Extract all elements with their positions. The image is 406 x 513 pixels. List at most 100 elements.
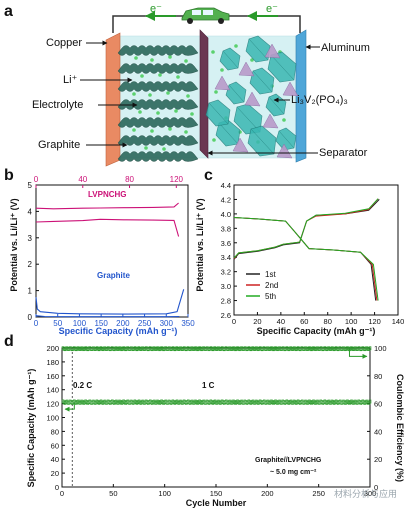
y-tick-label: 3.0 (221, 282, 231, 291)
y-left-tick-label: 200 (46, 344, 59, 353)
arrow-to-right-axis (348, 348, 368, 359)
li-ion-dot (250, 58, 254, 62)
chart-d-ylabel-right: Coulombic Efficiency (%) (395, 374, 405, 482)
y-left-tick-label: 60 (51, 441, 59, 450)
li-ion-dot (150, 129, 154, 133)
li-ion-dot (162, 147, 166, 151)
li-ion-dot (150, 58, 154, 62)
panel-label-d: d (4, 333, 14, 350)
data-point (368, 399, 372, 404)
y-right-tick-label: 0 (374, 483, 378, 492)
car-icon (181, 7, 230, 24)
annotation-loading: ~ 5.0 mg cm⁻² (270, 469, 317, 476)
graphite-layer (117, 63, 199, 74)
y-tick-label: 4.0 (221, 210, 231, 219)
chart-b-ylabel: Potential vs. Li/Li⁺ (V) (9, 198, 19, 291)
li-ion-dot (282, 118, 286, 122)
y-tick-label: 3.6 (221, 239, 231, 248)
po4-tetrahedron (244, 91, 261, 107)
graphite-layer (117, 117, 199, 128)
cathode-crystal (205, 35, 299, 159)
panel-label-c: c (204, 167, 213, 184)
x-tick-label: 80 (324, 317, 332, 326)
chart-d-xlabel: Cycle Number (186, 498, 247, 508)
octahedron-edge (248, 38, 269, 61)
x-tick-label: 60 (300, 317, 308, 326)
annotation-rate-low: 0.2 C (73, 381, 92, 390)
x-bottom-tick-label: 250 (138, 319, 152, 328)
po4-tetrahedron (238, 61, 255, 77)
li-ion-dot (220, 68, 224, 72)
li-ion-dot (148, 93, 152, 97)
series-label-lvpnchg: LVPNCHG (88, 190, 127, 199)
graphite-layer (117, 45, 199, 56)
graphite-layer (117, 135, 199, 146)
series-line-graphite (35, 289, 185, 315)
series-line-lvpnchg (35, 202, 179, 210)
po4-tetrahedron (276, 143, 293, 159)
x-bottom-tick-label: 200 (116, 319, 130, 328)
legend-label: 5th (265, 292, 276, 301)
li-ion-dot (234, 44, 238, 48)
y-tick-label: 4 (28, 207, 33, 216)
y-tick-label: 5 (28, 181, 33, 190)
panel-c: c Potential vs. Li/Li⁺ (V) Specific Capa… (195, 167, 404, 336)
y-right-tick-label: 20 (374, 455, 382, 464)
label-aluminum: Aluminum (321, 42, 370, 54)
x-bottom-tick-label: 100 (73, 319, 87, 328)
octahedron-edge (252, 70, 273, 93)
x-bottom-tick-label: 0 (34, 319, 39, 328)
li-ion-dot (132, 92, 136, 96)
y-left-tick-label: 0 (55, 483, 59, 492)
series-line-2nd (233, 217, 378, 301)
watermark-text: 材料分析与应用 (334, 488, 397, 499)
li-ion-dot (138, 110, 142, 114)
series-specific-capacity (61, 399, 372, 405)
series-line-lvpnchg (35, 218, 180, 237)
y-tick-label: 2.6 (221, 311, 231, 320)
x-bottom-tick-label: 300 (160, 319, 174, 328)
li-ion-dot (176, 75, 180, 79)
y-tick-label: 1 (28, 287, 33, 296)
octahedron-edge (268, 96, 285, 115)
po4-tetrahedron (262, 113, 279, 129)
chart-b-xlabel: Specific Capacity (mAh g⁻¹) (59, 326, 178, 336)
chart-c: 2.6 2.8 3.0 3.2 3.4 3.6 3.8 4.0 4.2 4.4 0 20 40 60 80 1… (221, 181, 405, 326)
plot-frame (233, 184, 399, 316)
octahedron-edge (218, 122, 239, 145)
y-right-tick-label: 80 (374, 372, 382, 381)
series-line-5th (233, 217, 379, 301)
po4-tetrahedron (232, 137, 249, 153)
li-ion-dot (212, 138, 216, 142)
x-bottom-tick-label: 150 (94, 319, 108, 328)
li-ion-dot (156, 111, 160, 115)
li-ion-dot (174, 109, 178, 113)
li-ion-dot (211, 50, 215, 54)
panel-a: a e⁻ e⁻ Copper Li⁺ Electr (4, 3, 370, 167)
series-line-1st (233, 217, 377, 301)
li-ion-dot (134, 56, 138, 60)
y-tick-label: 4.2 (221, 195, 231, 204)
y-tick-label: 3.8 (221, 224, 231, 233)
po4-tetrahedron (214, 75, 231, 91)
x-bottom-tick-label: 50 (53, 319, 62, 328)
graphite-layer (117, 151, 199, 162)
series-line-5th (233, 198, 379, 259)
electron-left-label: e⁻ (150, 3, 162, 15)
x-tick-label: 100 (345, 317, 358, 326)
y-left-tick-label: 180 (46, 358, 59, 367)
y-left-tick-label: 140 (46, 386, 59, 395)
li-ion-dot (158, 73, 162, 77)
x-top-tick-label: 40 (78, 175, 87, 184)
y-left-tick-label: 120 (46, 400, 59, 409)
y-tick-label: 3.4 (221, 253, 231, 262)
li-ion-dot (184, 130, 188, 134)
y-tick-label: 2.8 (221, 297, 231, 306)
li-ion-dot (186, 94, 190, 98)
po4-tetrahedron (264, 43, 281, 59)
x-tick-label: 250 (312, 489, 325, 498)
li-ion-dot (168, 55, 172, 59)
octahedron-edge (228, 84, 245, 103)
x-tick-label: 140 (392, 317, 405, 326)
separator-membrane (199, 29, 209, 159)
